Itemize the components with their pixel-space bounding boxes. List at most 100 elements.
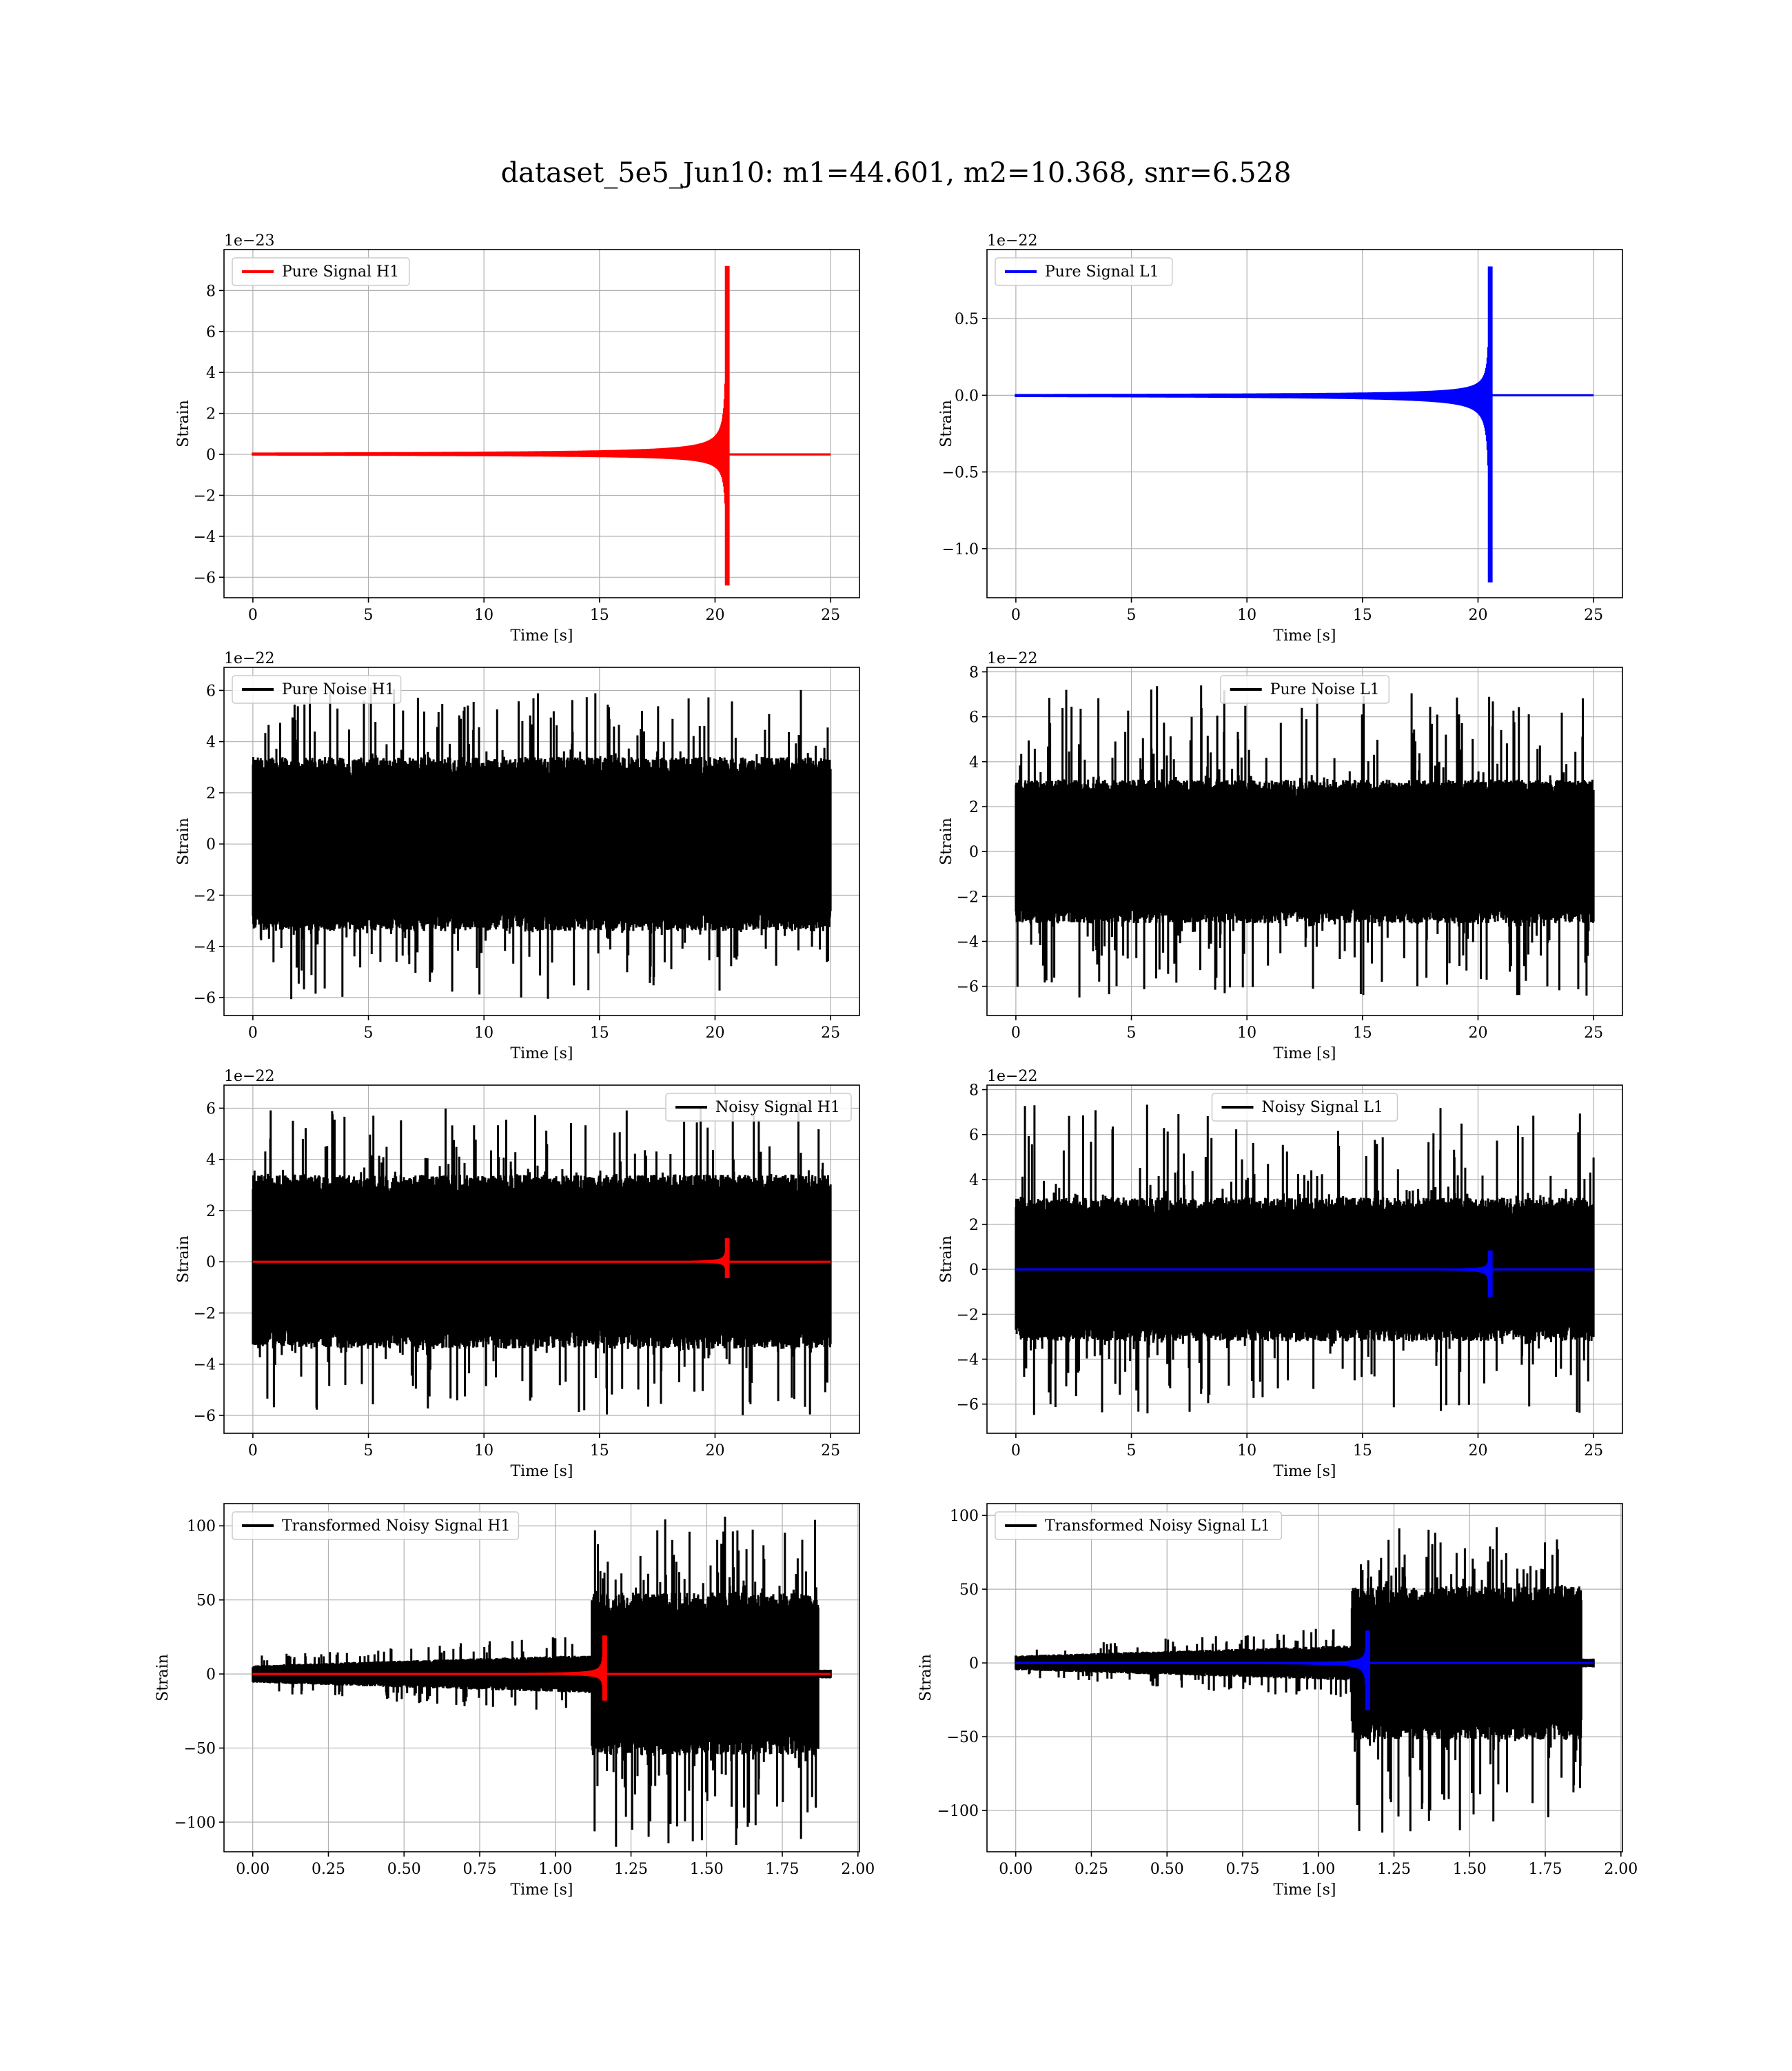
panel-row4-right: 0.00 0.25 0.50 0.75 1.00 1.25 1.50 1.75 2.00 −100… [917, 1503, 1638, 1899]
x-tick-label: 15 [1353, 1024, 1372, 1042]
data-area [1015, 1104, 1595, 1415]
x-tick-label: 1.00 [1301, 1861, 1335, 1878]
y-tick-label: 0 [206, 836, 216, 853]
legend-box [232, 1511, 520, 1540]
y-tick-label: 0.0 [955, 387, 979, 405]
axes-frame [223, 1084, 860, 1434]
y-tick-label: 6 [206, 683, 216, 700]
y-tick-label: −100 [174, 1815, 216, 1832]
legend-box [995, 257, 1173, 286]
x-tick-label: 1.00 [538, 1861, 572, 1878]
x-tick-label: 20 [705, 607, 724, 624]
legend: Noisy Signal L1 [1211, 1093, 1398, 1122]
y-tick-label: 0 [969, 1262, 979, 1279]
axes-frame [986, 249, 1623, 598]
y-tick-label: 6 [969, 709, 979, 727]
y-tick-label: −4 [957, 1351, 979, 1368]
series-transformed-noisy-signal-l1 [1015, 1527, 1595, 1833]
legend: Pure Noise L1 [1219, 675, 1390, 704]
y-tick-label: −6 [957, 1397, 979, 1414]
data-area [252, 1516, 832, 1847]
x-tick-label: 25 [1584, 1442, 1603, 1459]
tick-labels: 0 5 10 15 20 25 −6 −4 −2 0 2 4 6 8 [957, 665, 1604, 1042]
x-tick-label: 10 [474, 1024, 493, 1042]
y-tick-label: 0 [206, 447, 216, 464]
y-tick-label: 6 [969, 1127, 979, 1144]
y-tick-label: 2 [206, 785, 216, 802]
y-tick-label: 50 [196, 1593, 216, 1610]
y-tick-label: −50 [184, 1741, 216, 1758]
offset-text: 1e−22 [224, 1068, 274, 1085]
y-axis-label: Strain [917, 1654, 935, 1701]
x-axis-label: Time [s] [1273, 627, 1336, 645]
legend-box [995, 1511, 1283, 1540]
y-tick-label: −4 [194, 1357, 216, 1374]
x-tick-label: 0.25 [1075, 1861, 1108, 1878]
y-axis-label: Strain [175, 1235, 192, 1283]
y-tick-label: −2 [194, 487, 216, 505]
y-tick-label: 8 [206, 283, 216, 300]
x-tick-label: 20 [705, 1024, 724, 1042]
x-tick-label: 1.25 [614, 1861, 648, 1878]
x-tick-label: 0.25 [312, 1861, 345, 1878]
y-tick-label: 0 [969, 844, 979, 861]
y-tick-label: 0 [206, 1666, 216, 1684]
x-tick-label: 10 [474, 1442, 493, 1459]
series-overlay-1 [1015, 1250, 1594, 1297]
x-tick-label: 5 [364, 1024, 374, 1042]
x-tick-label: 0 [248, 1442, 258, 1459]
y-tick-label: −100 [937, 1803, 979, 1820]
axes-frame [986, 1503, 1623, 1852]
y-tick-label: 0.5 [955, 311, 979, 328]
offset-text: 1e−22 [987, 650, 1037, 667]
y-tick-label: −2 [957, 1306, 979, 1324]
x-tick-label: 0.50 [1150, 1861, 1184, 1878]
y-axis-label: Strain [938, 1235, 955, 1283]
x-tick-label: 0.75 [463, 1861, 497, 1878]
grid [224, 250, 859, 598]
y-tick-label: −6 [194, 569, 216, 587]
y-tick-label: −50 [947, 1729, 979, 1746]
figure-title: dataset_5e5_Jun10: m1=44.601, m2=10.368,… [500, 157, 1292, 189]
panel-row3-right: 0 5 10 15 20 25 −6 −4 −2 0 2 4 6 8 Time [s] Strain 1e−22… [938, 1068, 1623, 1480]
y-axis-label: Strain [175, 818, 192, 865]
y-tick-label: 100 [950, 1508, 979, 1525]
x-tick-label: 10 [1237, 607, 1256, 624]
y-tick-label: 50 [959, 1582, 979, 1599]
x-axis-label: Time [s] [1273, 1881, 1336, 1899]
data-area [1015, 266, 1594, 583]
offset-text: 1e−23 [224, 232, 274, 250]
y-tick-label: 6 [206, 324, 216, 341]
axes-frame [223, 667, 860, 1016]
offset-text: 1e−22 [224, 650, 274, 667]
legend-label: Pure Signal H1 [282, 263, 399, 281]
x-tick-label: 25 [821, 1024, 840, 1042]
series-pure-signal-h1 [252, 265, 831, 586]
x-tick-label: 1.50 [1453, 1861, 1487, 1878]
y-tick-label: 100 [187, 1518, 216, 1535]
data-area [1015, 1527, 1595, 1833]
x-axis-label: Time [s] [510, 627, 573, 645]
legend-label: Transformed Noisy Signal L1 [1045, 1517, 1270, 1535]
x-tick-label: 1.75 [766, 1861, 800, 1878]
legend-label: Pure Signal L1 [1045, 263, 1159, 281]
panel-row3-left: 0 5 10 15 20 25 −6 −4 −2 0 2 4 6 Time [s] Strain 1e−22 N… [175, 1068, 860, 1480]
y-tick-label: 8 [969, 665, 979, 682]
legend: Pure Noise H1 [232, 675, 402, 704]
offset-text: 1e−22 [987, 232, 1037, 250]
legend: Noisy Signal H1 [665, 1093, 852, 1122]
y-tick-label: −1.0 [942, 541, 979, 558]
legend-label: Pure Noise H1 [282, 681, 395, 698]
x-tick-label: 25 [821, 1442, 840, 1459]
x-axis-label: Time [s] [1273, 1045, 1336, 1062]
data-area [252, 1102, 832, 1415]
series-transformed-noisy-signal-h1 [252, 1516, 832, 1847]
legend: Transformed Noisy Signal L1 [995, 1511, 1283, 1540]
x-tick-label: 1.75 [1529, 1861, 1562, 1878]
y-tick-label: −2 [194, 887, 216, 905]
legend-label: Transformed Noisy Signal H1 [282, 1517, 511, 1535]
x-tick-label: 15 [1353, 607, 1372, 624]
legend-box [665, 1093, 852, 1122]
